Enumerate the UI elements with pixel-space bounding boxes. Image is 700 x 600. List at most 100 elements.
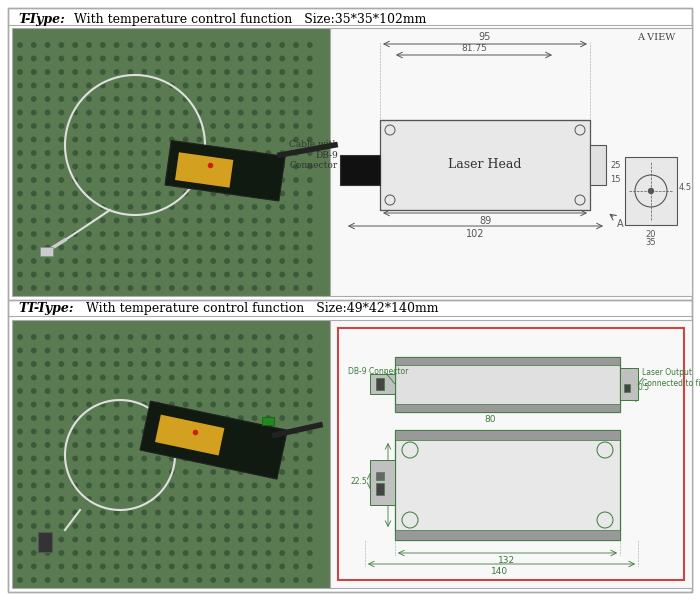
Circle shape bbox=[32, 191, 36, 196]
Circle shape bbox=[142, 376, 146, 380]
Circle shape bbox=[211, 56, 216, 61]
Circle shape bbox=[73, 376, 78, 380]
Circle shape bbox=[294, 56, 298, 61]
Circle shape bbox=[253, 389, 257, 393]
Circle shape bbox=[87, 191, 91, 196]
Circle shape bbox=[32, 524, 36, 528]
Text: 20: 20 bbox=[645, 230, 657, 239]
Circle shape bbox=[211, 484, 216, 488]
Circle shape bbox=[46, 470, 50, 474]
Bar bbox=[395, 357, 620, 365]
Circle shape bbox=[114, 43, 119, 47]
Circle shape bbox=[294, 551, 298, 555]
Circle shape bbox=[128, 110, 132, 115]
Circle shape bbox=[280, 43, 284, 47]
Circle shape bbox=[46, 456, 50, 461]
Circle shape bbox=[114, 70, 119, 74]
Circle shape bbox=[101, 362, 105, 366]
Circle shape bbox=[87, 578, 91, 582]
Circle shape bbox=[183, 376, 188, 380]
Circle shape bbox=[239, 232, 243, 236]
Circle shape bbox=[211, 470, 216, 474]
Circle shape bbox=[225, 430, 229, 434]
Circle shape bbox=[239, 402, 243, 407]
Circle shape bbox=[211, 43, 216, 47]
Bar bbox=[395, 430, 620, 440]
Circle shape bbox=[18, 335, 22, 339]
Circle shape bbox=[197, 564, 202, 569]
Circle shape bbox=[211, 376, 216, 380]
Circle shape bbox=[73, 272, 78, 277]
Circle shape bbox=[128, 416, 132, 420]
Circle shape bbox=[253, 178, 257, 182]
Circle shape bbox=[60, 272, 64, 277]
Circle shape bbox=[128, 286, 132, 290]
Circle shape bbox=[18, 205, 22, 209]
Circle shape bbox=[239, 564, 243, 569]
Circle shape bbox=[142, 551, 146, 555]
Circle shape bbox=[225, 484, 229, 488]
Circle shape bbox=[169, 151, 174, 155]
Circle shape bbox=[156, 402, 160, 407]
Circle shape bbox=[169, 218, 174, 223]
Circle shape bbox=[32, 56, 36, 61]
Circle shape bbox=[253, 510, 257, 515]
Circle shape bbox=[18, 70, 22, 74]
Circle shape bbox=[239, 335, 243, 339]
Circle shape bbox=[114, 402, 119, 407]
Circle shape bbox=[114, 456, 119, 461]
Bar bbox=[155, 415, 225, 455]
Circle shape bbox=[280, 348, 284, 353]
Circle shape bbox=[46, 443, 50, 447]
Circle shape bbox=[142, 416, 146, 420]
Circle shape bbox=[46, 538, 50, 542]
Circle shape bbox=[183, 389, 188, 393]
Circle shape bbox=[266, 164, 271, 169]
Circle shape bbox=[239, 205, 243, 209]
Circle shape bbox=[46, 578, 50, 582]
Circle shape bbox=[183, 205, 188, 209]
Circle shape bbox=[156, 348, 160, 353]
Text: 35: 35 bbox=[645, 238, 657, 247]
Circle shape bbox=[87, 164, 91, 169]
Circle shape bbox=[128, 524, 132, 528]
Circle shape bbox=[46, 191, 50, 196]
Circle shape bbox=[128, 191, 132, 196]
Circle shape bbox=[183, 497, 188, 501]
Circle shape bbox=[156, 272, 160, 277]
Circle shape bbox=[211, 430, 216, 434]
Circle shape bbox=[128, 164, 132, 169]
Circle shape bbox=[87, 178, 91, 182]
Circle shape bbox=[280, 218, 284, 223]
Circle shape bbox=[239, 272, 243, 277]
Circle shape bbox=[114, 97, 119, 101]
Circle shape bbox=[73, 205, 78, 209]
Circle shape bbox=[73, 56, 78, 61]
Circle shape bbox=[114, 524, 119, 528]
Circle shape bbox=[183, 178, 188, 182]
Circle shape bbox=[294, 430, 298, 434]
Circle shape bbox=[32, 286, 36, 290]
Circle shape bbox=[253, 335, 257, 339]
Circle shape bbox=[239, 524, 243, 528]
Circle shape bbox=[183, 218, 188, 223]
Circle shape bbox=[73, 484, 78, 488]
Circle shape bbox=[183, 137, 188, 142]
Circle shape bbox=[239, 43, 243, 47]
Circle shape bbox=[183, 70, 188, 74]
Circle shape bbox=[294, 43, 298, 47]
Circle shape bbox=[101, 443, 105, 447]
Circle shape bbox=[239, 443, 243, 447]
Circle shape bbox=[239, 178, 243, 182]
Circle shape bbox=[101, 137, 105, 142]
Circle shape bbox=[46, 164, 50, 169]
Circle shape bbox=[280, 510, 284, 515]
Circle shape bbox=[87, 416, 91, 420]
Circle shape bbox=[128, 551, 132, 555]
Circle shape bbox=[156, 470, 160, 474]
Circle shape bbox=[280, 205, 284, 209]
Circle shape bbox=[18, 402, 22, 407]
Circle shape bbox=[307, 151, 312, 155]
Circle shape bbox=[183, 578, 188, 582]
Circle shape bbox=[197, 443, 202, 447]
